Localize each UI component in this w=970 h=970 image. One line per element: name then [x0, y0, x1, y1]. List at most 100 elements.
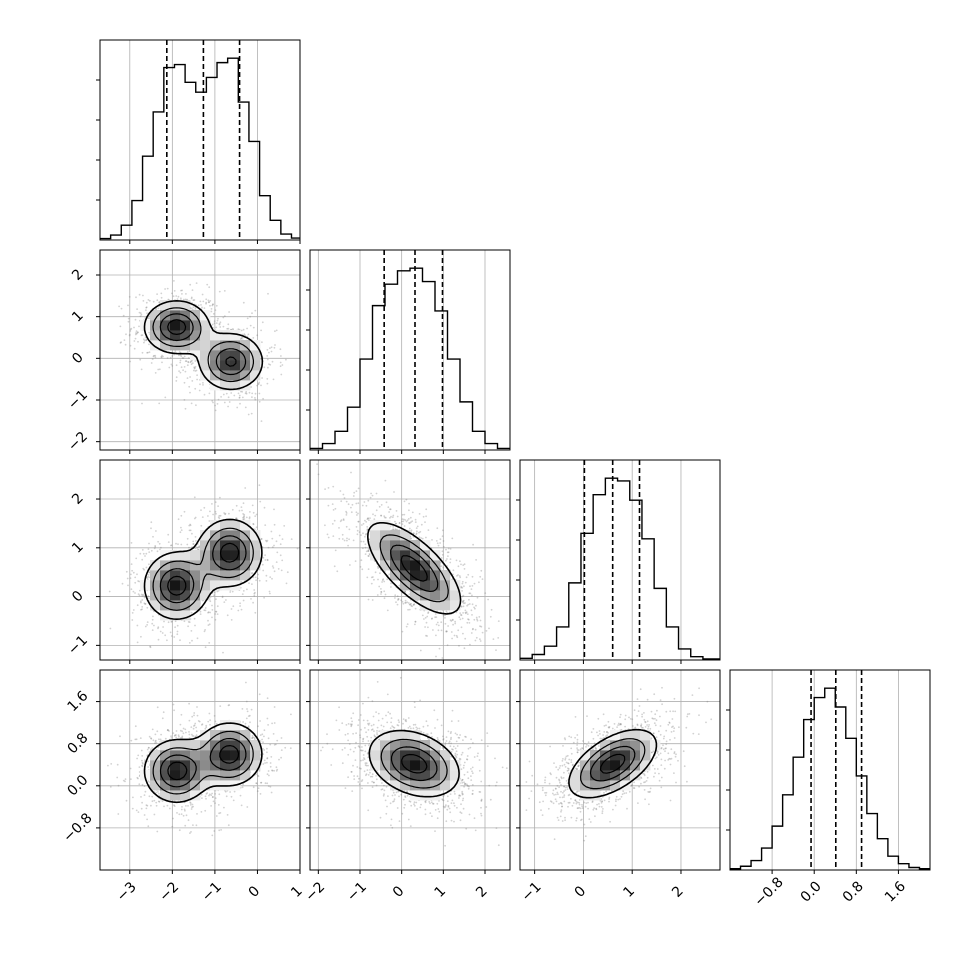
- scatter-point: [148, 571, 151, 574]
- scatter-point: [187, 625, 190, 628]
- scatter-point: [197, 304, 200, 307]
- contour-lines: [367, 522, 462, 615]
- scatter-point: [162, 626, 165, 628]
- scatter-point: [442, 529, 444, 532]
- scatter-point: [190, 307, 192, 310]
- scatter-point: [397, 598, 400, 600]
- scatter-point: [147, 575, 150, 578]
- scatter-point: [405, 625, 408, 628]
- scatter-point: [150, 362, 153, 364]
- scatter-point: [148, 331, 151, 334]
- scatter-point: [286, 571, 289, 574]
- scatter-point: [177, 295, 180, 298]
- scatter-point: [445, 559, 447, 562]
- scatter-point: [148, 563, 150, 566]
- scatter-point: [324, 488, 326, 490]
- scatter-point: [251, 396, 253, 398]
- scatter-point: [461, 586, 464, 589]
- scatter-point: [153, 354, 155, 357]
- density-cell: [410, 550, 421, 561]
- scatter-point: [209, 510, 211, 513]
- scatter-point: [191, 308, 194, 311]
- scatter-point: [460, 585, 463, 588]
- axes-frame: [729, 669, 931, 871]
- scatter-point: [242, 518, 245, 520]
- scatter-point: [401, 518, 404, 520]
- scatter-point: [457, 629, 460, 632]
- scatter-point: [160, 546, 162, 549]
- scatter-point: [145, 301, 148, 304]
- scatter-point: [214, 404, 217, 407]
- scatter-point: [392, 528, 394, 531]
- scatter-point: [435, 634, 437, 637]
- scatter-point: [139, 315, 142, 318]
- density-cell: [180, 570, 191, 581]
- scatter-point: [249, 324, 252, 327]
- scatter-point: [201, 797, 203, 799]
- scatter-point: [186, 364, 189, 367]
- density-cell: [230, 370, 241, 381]
- contour-level-4: [167, 319, 237, 367]
- scatter-point: [218, 517, 221, 520]
- scatter-point: [125, 333, 127, 336]
- scatter-point: [146, 312, 149, 315]
- scatter-point: [464, 611, 467, 614]
- scatter-point: [195, 540, 197, 542]
- scatter-point: [408, 608, 411, 611]
- contour-level-1: [367, 522, 462, 615]
- scatter-point: [170, 635, 173, 637]
- scatter-point: [369, 496, 372, 499]
- scatter-point: [172, 703, 175, 706]
- scatter-point: [268, 351, 270, 354]
- scatter-point: [403, 513, 406, 516]
- scatter-point: [431, 539, 433, 541]
- scatter-point: [254, 515, 257, 517]
- scatter-point: [214, 510, 217, 513]
- scatter-point: [226, 327, 229, 330]
- scatter-point: [350, 471, 352, 474]
- scatter-point: [367, 550, 370, 552]
- scatter-point: [478, 616, 481, 618]
- scatter-point: [147, 351, 149, 354]
- scatter-point: [209, 300, 212, 302]
- scatter-point: [265, 540, 268, 543]
- scatter-point: [261, 563, 264, 566]
- scatter-point: [130, 739, 133, 742]
- scatter-point: [183, 808, 186, 811]
- scatter-point: [133, 340, 136, 342]
- scatter-point: [150, 748, 152, 751]
- scatter-point: [398, 522, 401, 524]
- scatter-point: [425, 634, 427, 637]
- density-cell: [230, 550, 241, 561]
- scatter-point: [439, 538, 442, 541]
- scatter-point: [373, 578, 375, 581]
- scatter-point: [427, 611, 430, 614]
- scatter-point: [364, 535, 366, 538]
- scatter-point: [266, 349, 269, 351]
- scatter-point: [185, 814, 188, 817]
- scatter-point: [190, 611, 193, 614]
- scatter-point: [382, 578, 385, 581]
- scatter-point: [199, 610, 202, 613]
- scatter-point: [189, 283, 192, 286]
- scatter-point: [215, 815, 218, 817]
- scatter-point: [148, 542, 150, 545]
- scatter-point: [405, 602, 407, 604]
- scatter-point: [343, 497, 346, 499]
- scatter-point: [235, 517, 238, 520]
- scatter-point: [140, 635, 142, 638]
- scatter-point: [116, 763, 119, 766]
- scatter-point: [390, 515, 392, 518]
- scatter-point: [189, 832, 191, 834]
- scatter-point: [336, 570, 339, 573]
- density-cell: [210, 360, 221, 371]
- scatter-point: [388, 573, 391, 576]
- scatter-point: [140, 608, 142, 611]
- scatter-point: [255, 513, 258, 516]
- scatter-point: [132, 609, 135, 611]
- scatter-point: [148, 317, 151, 320]
- scatter-point: [139, 312, 142, 315]
- density-cell: [220, 520, 231, 531]
- scatter-point: [357, 520, 360, 523]
- scatter-point: [424, 626, 426, 628]
